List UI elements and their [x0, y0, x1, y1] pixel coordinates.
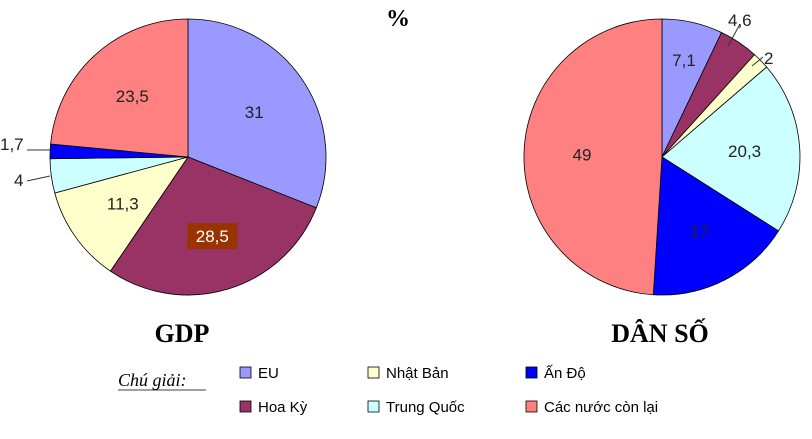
population-slice-cac-nuoc-con-lai	[523, 18, 663, 296]
gdp-data-label-trung-quoc: 4	[14, 171, 23, 190]
legend-label-trung-quoc: Trung Quốc	[386, 399, 465, 416]
legend-items: EU Nhật Bản Ấn Độ Hoa Kỳ Trung Quốc Các nước …	[239, 365, 658, 416]
legend-swatch-hoa-ky	[239, 400, 252, 413]
population-leader-nhat-ban	[751, 56, 764, 67]
gdp-data-label-cac-nuoc-con-lai: 23,5	[116, 87, 149, 106]
legend-label-nhat-ban: Nhật Bản	[386, 365, 449, 382]
legend-swatch-an-do	[525, 366, 538, 379]
gdp-slice-nhat-ban	[54, 156, 189, 272]
population-slice-trung-quoc	[661, 66, 801, 232]
gdp-data-label-hoa-ky: 28,5	[196, 227, 229, 246]
gdp-data-label-eu: 31	[245, 103, 264, 122]
population-data-label-an-do: 17	[690, 222, 709, 241]
legend-label-cac-nuoc-con-lai: Các nước còn lại	[544, 399, 658, 416]
legend: Chú giải: EU Nhật Bản Ấn Độ Hoa Kỳ Trung Quố…	[118, 365, 658, 416]
gdp-slice-eu	[187, 18, 327, 209]
legend-caption: Chú giải:	[118, 370, 187, 390]
population-slice-an-do	[652, 156, 780, 296]
legend-swatch-trung-quoc	[367, 400, 380, 413]
gdp-label-box-hoa-ky	[187, 223, 238, 250]
population-data-label-hoa-ky: 4,6	[728, 11, 752, 30]
population-chart-title: DÂN SỐ	[611, 319, 709, 348]
legend-swatch-cac-nuoc-con-lai	[525, 400, 538, 413]
legend-label-an-do: Ấn Độ	[544, 365, 586, 382]
population-data-label-trung-quoc: 20,3	[728, 142, 761, 161]
legend-label-eu: EU	[258, 365, 279, 382]
legend-swatch-nhat-ban	[367, 366, 380, 379]
gdp-chart-title: GDP	[155, 319, 210, 348]
legend-swatch-eu	[239, 366, 252, 379]
gdp-data-label-an-do: 1,7	[0, 135, 24, 154]
gdp-pie: 31 28,5 11,3 4 1,7 23,5	[0, 18, 327, 296]
population-pie: 7,1 4,6 2 20,3 17 49	[523, 11, 801, 296]
gdp-leader-trung-quoc	[26, 175, 51, 182]
legend-label-hoa-ky: Hoa Kỳ	[258, 399, 308, 416]
population-leader-hoa-ky	[727, 23, 741, 47]
population-data-label-cac-nuoc-con-lai: 49	[573, 146, 592, 165]
population-data-label-eu: 7,1	[672, 51, 696, 70]
population-data-label-nhat-ban: 2	[764, 49, 773, 68]
percent-heading: %	[386, 6, 410, 32]
gdp-data-label-nhat-ban: 11,3	[107, 194, 139, 213]
gdp-slice-cac-nuoc-con-lai	[50, 18, 189, 158]
